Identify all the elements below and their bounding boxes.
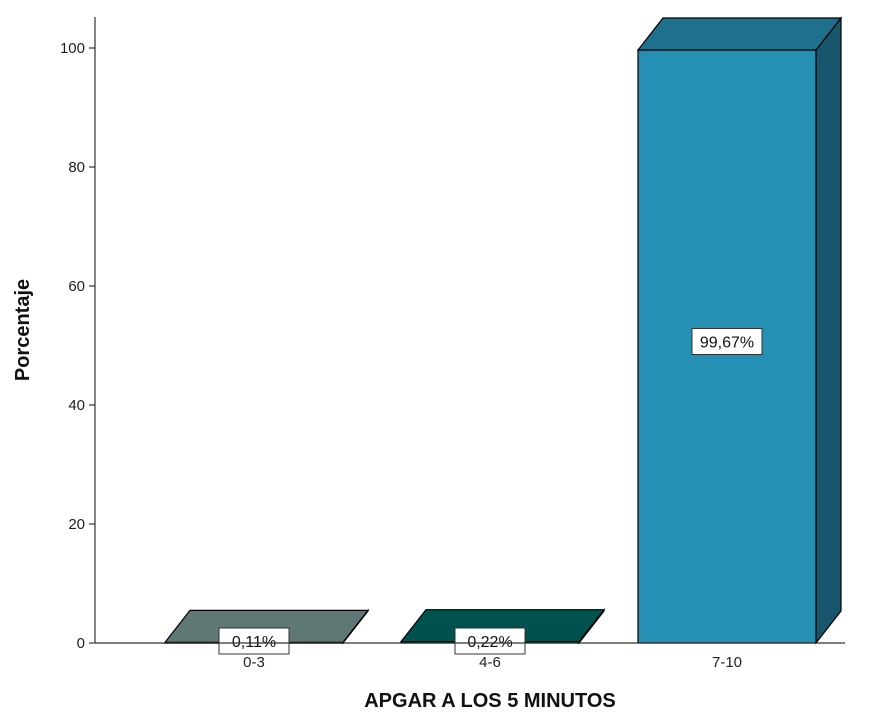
x-axis: 0-3 4-6 7-10	[95, 642, 845, 671]
bar-side	[815, 16, 842, 645]
bar-top	[636, 17, 843, 51]
data-label: 0,11%	[218, 627, 290, 655]
x-tick-label: 0-3	[243, 654, 265, 671]
data-label: 0,22%	[454, 627, 526, 655]
data-label-box	[454, 627, 526, 655]
x-tick-label: 4-6	[479, 654, 501, 671]
y-tick-label: 60	[68, 278, 85, 295]
y-tick-label: 80	[68, 159, 85, 176]
y-tick-label: 0	[77, 635, 85, 652]
data-label-box	[691, 327, 763, 355]
y-tick-label: 100	[60, 40, 85, 57]
data-label-box	[218, 627, 290, 655]
data-labels: 0,11% 0,22% 99,67%	[218, 327, 763, 655]
y-tick-label: 20	[68, 516, 85, 533]
x-axis-title: APGAR A LOS 5 MINUTOS	[364, 690, 616, 712]
data-label: 99,67%	[691, 327, 763, 355]
y-axis-title: Porcentaje	[12, 279, 34, 381]
data-label-text: 99,67%	[700, 334, 754, 351]
x-tick-label: 7-10	[712, 654, 742, 671]
y-tick-label: 40	[68, 397, 85, 414]
y-axis: 0 20 40 60 80 100	[60, 17, 96, 652]
